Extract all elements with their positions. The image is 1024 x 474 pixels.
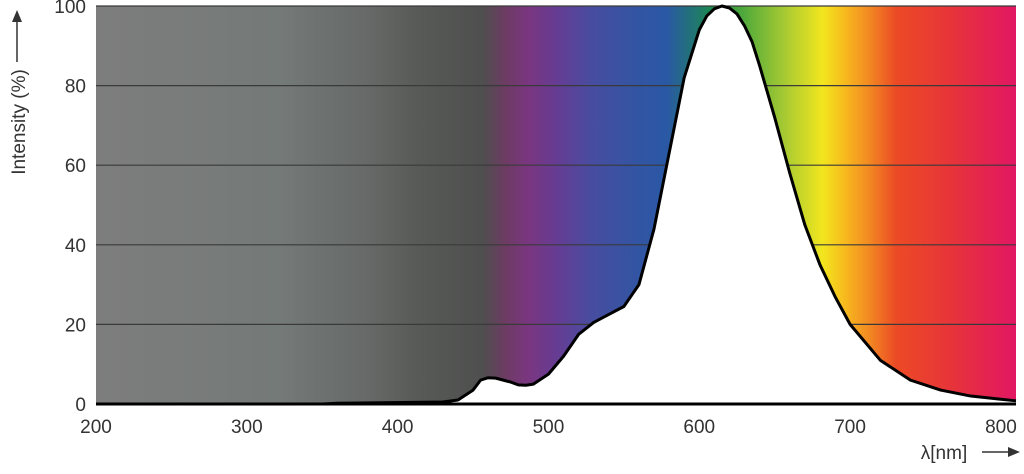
x-axis-title: λ[nm] [921, 443, 1020, 464]
y-tick-label-100: 100 [54, 0, 86, 18]
x-tick-label-300: 300 [231, 417, 263, 438]
x-tick-label-200: 200 [80, 417, 112, 438]
x-axis-label: λ[nm] [921, 443, 967, 464]
y-tick-label-20: 20 [65, 315, 86, 336]
x-tick-label-500: 500 [533, 417, 565, 438]
intensity-curve [96, 4, 1017, 406]
y-tick-label-80: 80 [65, 77, 86, 98]
y-tick-label-60: 60 [65, 156, 86, 177]
y-tick-label-40: 40 [65, 236, 86, 257]
y-axis-label: Intensity (%) [9, 69, 30, 175]
x-tick-label-800: 800 [985, 417, 1017, 438]
y-axis-arrow-icon [12, 10, 22, 22]
y-axis-title: Intensity (%) [9, 10, 30, 175]
spectrum-background [96, 6, 1016, 404]
x-axis-arrow-icon [1008, 447, 1020, 457]
x-tick-label-600: 600 [683, 417, 715, 438]
x-tick-label-700: 700 [834, 417, 866, 438]
intensity-area [96, 6, 1016, 404]
y-tick-label-0: 0 [75, 395, 86, 416]
x-tick-label-400: 400 [382, 417, 414, 438]
